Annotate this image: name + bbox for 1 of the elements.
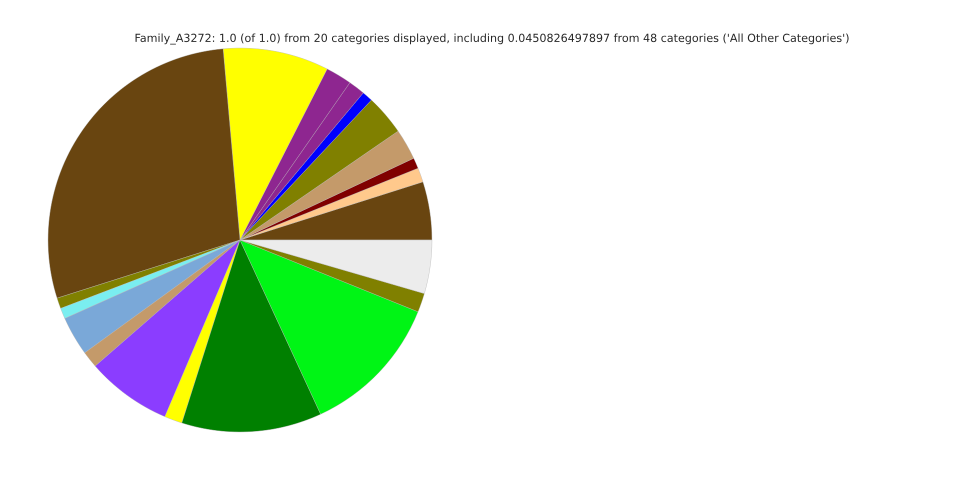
text: Family_A3272: 1.0 (of 1.0) from 20 categories displayed, including 0.0450826497897 from 48 categories ('All Other Categories')	[136, 33, 849, 45]
